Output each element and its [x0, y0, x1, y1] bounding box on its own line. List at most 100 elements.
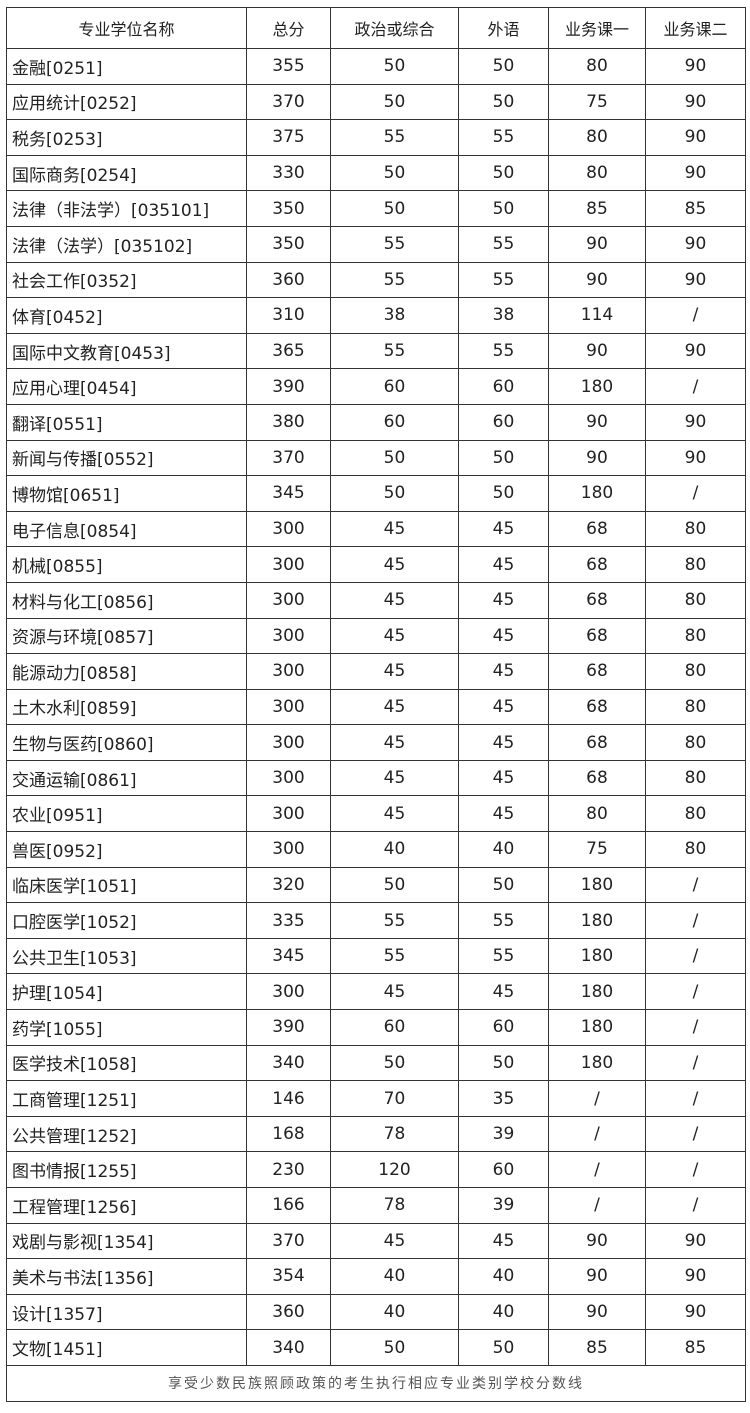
- score-cell: 300: [246, 617, 331, 655]
- score-cell: 60: [458, 368, 549, 405]
- table-row: 社会工作[0352] 360 55 55 90 90: [6, 261, 746, 299]
- program-name-cell: 图书情报[1255]: [6, 1151, 247, 1188]
- score-cell: 180: [548, 902, 646, 939]
- score-cell: 90: [645, 119, 746, 156]
- program-name-cell: 资源与环境[0857]: [6, 617, 247, 655]
- table-row: 护理[1054] 300 45 45 180/: [6, 973, 746, 1011]
- program-name-cell: 应用心理[0454]: [6, 368, 247, 405]
- score-cell: 45: [458, 973, 549, 1011]
- score-cell: 320: [246, 866, 331, 904]
- score-cell: 60: [458, 403, 549, 441]
- table-row: 土木水利[0859] 300 45 45 68 80: [6, 688, 746, 726]
- score-cell: 354: [246, 1258, 331, 1295]
- table-row: 翻译[0551] 380 60 60 90 90: [6, 403, 746, 441]
- table-row: 税务[0253] 375 55 55 80 90: [6, 119, 746, 156]
- score-cell: 55: [330, 261, 459, 299]
- score-cell: 45: [330, 510, 459, 548]
- score-cell: 80: [548, 48, 646, 85]
- score-cell: 85: [645, 1329, 746, 1366]
- score-cell: 45: [458, 653, 549, 690]
- score-cell: 55: [330, 937, 459, 975]
- score-cell: 300: [246, 510, 331, 548]
- score-cell: 80: [548, 154, 646, 192]
- score-cell: 55: [330, 119, 459, 156]
- score-cell: /: [645, 1187, 746, 1224]
- table-row: 机械[0855] 300 45 45 68 80: [6, 546, 746, 583]
- table-row: 农业[0951] 300 45 45 80 80: [6, 795, 746, 833]
- score-cell: 180: [548, 1044, 646, 1082]
- table-row: 资源与环境[0857] 300 45 45 68 80: [6, 617, 746, 655]
- score-cell: 85: [548, 190, 646, 227]
- score-cell: 68: [548, 724, 646, 761]
- table-row: 临床医学[1051] 320 50 50 180/: [6, 866, 746, 904]
- score-cell: 340: [246, 1044, 331, 1082]
- score-cell: 80: [645, 759, 746, 797]
- score-cell: 85: [548, 1329, 646, 1366]
- score-cell: /: [645, 1151, 746, 1188]
- program-name-cell: 交通运输[0861]: [6, 759, 247, 797]
- score-cell: 45: [330, 1222, 459, 1260]
- score-cell: /: [645, 1044, 746, 1082]
- column-header: 业务课二: [645, 7, 746, 49]
- program-name-cell: 金融[0251]: [6, 48, 247, 85]
- score-cell: 45: [458, 546, 549, 583]
- score-cell: /: [645, 973, 746, 1011]
- score-cell: 300: [246, 759, 331, 797]
- score-cell: 55: [458, 332, 549, 370]
- score-cell: 90: [645, 1258, 746, 1295]
- score-cell: 40: [330, 1258, 459, 1295]
- table-row: 文物[1451] 340 50 50 85 85: [6, 1329, 746, 1366]
- table-row: 美术与书法[1356] 354 40 40 90 90: [6, 1258, 746, 1295]
- score-cell: 55: [458, 261, 549, 299]
- table-row: 工程管理[1256] 166 78 39//: [6, 1187, 746, 1224]
- score-cell: 55: [458, 937, 549, 975]
- score-cell: 55: [330, 902, 459, 939]
- score-cell: 60: [330, 368, 459, 405]
- score-cell: 45: [458, 795, 549, 833]
- score-cell: 370: [246, 439, 331, 477]
- program-name-cell: 护理[1054]: [6, 973, 247, 1011]
- score-cell: 90: [548, 332, 646, 370]
- score-cell: /: [548, 1187, 646, 1224]
- score-cell: 50: [458, 475, 549, 512]
- score-cell: 90: [645, 225, 746, 263]
- score-cell: 50: [330, 1329, 459, 1366]
- table-row: 公共卫生[1053] 345 55 55 180/: [6, 937, 746, 975]
- footnote-row: 享受少数民族照顾政策的考生执行相应专业类别学校分数线: [6, 1364, 746, 1402]
- score-cell: 90: [548, 225, 646, 263]
- score-cell: 90: [645, 332, 746, 370]
- score-cell: 50: [330, 439, 459, 477]
- program-name-cell: 戏剧与影视[1354]: [6, 1222, 247, 1260]
- score-cell: 180: [548, 973, 646, 1011]
- table-row: 博物馆[0651] 345 50 50 180/: [6, 475, 746, 512]
- score-cell: 300: [246, 973, 331, 1011]
- score-cell: 180: [548, 866, 646, 904]
- score-cell: 50: [330, 475, 459, 512]
- score-cell: 45: [330, 581, 459, 619]
- table-row: 医学技术[1058] 340 50 50 180/: [6, 1044, 746, 1082]
- table-row: 新闻与传播[0552] 370 50 50 90 90: [6, 439, 746, 477]
- score-cell: /: [645, 475, 746, 512]
- score-cell: 300: [246, 688, 331, 726]
- program-name-cell: 税务[0253]: [6, 119, 247, 156]
- score-cell: 90: [645, 83, 746, 121]
- score-cell: 180: [548, 475, 646, 512]
- program-name-cell: 体育[0452]: [6, 297, 247, 334]
- program-name-cell: 工程管理[1256]: [6, 1187, 247, 1224]
- score-cell: 50: [458, 866, 549, 904]
- score-cell: 180: [548, 937, 646, 975]
- score-cell: 365: [246, 332, 331, 370]
- program-name-cell: 机械[0855]: [6, 546, 247, 583]
- score-cell: 45: [330, 546, 459, 583]
- score-cell: 345: [246, 937, 331, 975]
- score-cell: 50: [458, 190, 549, 227]
- score-cell: 55: [458, 902, 549, 939]
- score-cell: 230: [246, 1151, 331, 1188]
- program-name-cell: 公共管理[1252]: [6, 1115, 247, 1153]
- score-cell: 330: [246, 154, 331, 192]
- score-cell: 55: [330, 225, 459, 263]
- score-cell: 45: [458, 759, 549, 797]
- program-name-cell: 公共卫生[1053]: [6, 937, 247, 975]
- score-cell: 40: [458, 1293, 549, 1331]
- score-cell: 80: [645, 653, 746, 690]
